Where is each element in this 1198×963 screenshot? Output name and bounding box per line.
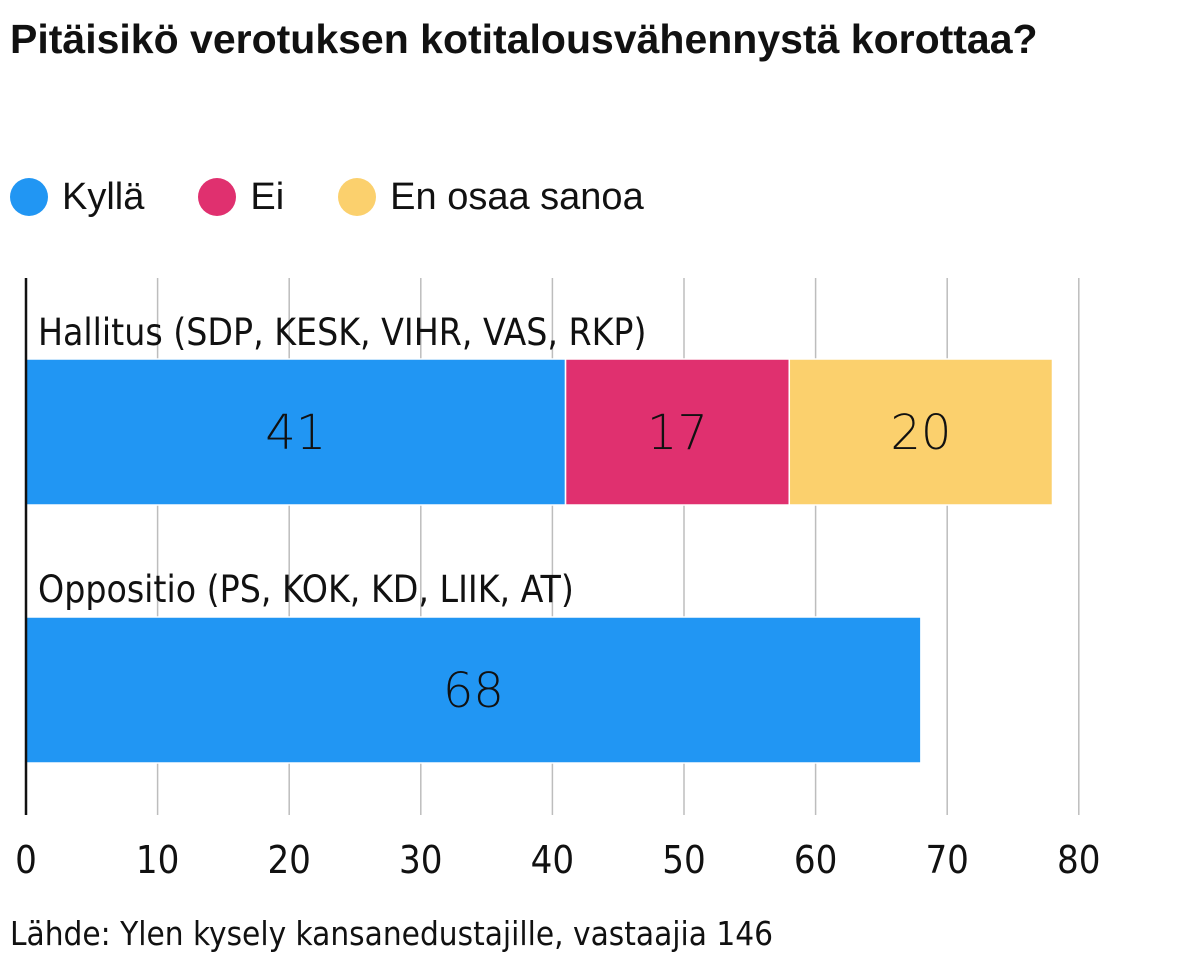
legend-swatch-kylla [10, 178, 48, 216]
x-tick-label-0: 0 [15, 838, 37, 882]
legend-item-ei: Ei [198, 172, 284, 222]
legend: Kyllä Ei En osaa sanoa [10, 172, 698, 222]
data-label-0-0: 41 [265, 405, 326, 461]
x-tick-label-60: 60 [794, 838, 838, 882]
x-tick-label-30: 30 [399, 838, 443, 882]
legend-swatch-en-osaa-sanoa [338, 178, 377, 216]
category-label-1: Oppositio (PS, KOK, KD, LIIK, AT) [38, 568, 574, 611]
x-tick-label-10: 10 [136, 838, 180, 882]
x-tick-label-20: 20 [267, 838, 311, 882]
legend-item-en-osaa-sanoa: En osaa sanoa [338, 172, 644, 222]
bar-en-osaa-sanoa-0 [788, 358, 1054, 506]
x-tick-label-40: 40 [531, 838, 575, 882]
bar-ei-0 [564, 358, 791, 506]
stacked-bar-chart: Hallitus (SDP, KESK, VIHR, VAS, RKP) Oppo… [15, 278, 1101, 882]
legend-item-kylla: Kyllä [10, 172, 144, 222]
category-label-0: Hallitus (SDP, KESK, VIHR, VAS, RKP) [38, 311, 647, 354]
legend-label-en-osaa-sanoa: En osaa sanoa [390, 176, 644, 218]
bar-kyll--1 [25, 616, 922, 764]
data-label-2-0: 20 [890, 405, 951, 461]
data-label-0-1: 68 [443, 663, 504, 719]
x-tick-label-70: 70 [925, 838, 969, 882]
chart-title: Pitäisikö verotuksen kotitalousvähennyst… [10, 16, 1038, 62]
legend-swatch-ei [198, 178, 237, 216]
data-label-1-0: 17 [647, 405, 708, 461]
legend-label-ei: Ei [250, 176, 285, 218]
legend-label-kylla: Kyllä [62, 176, 145, 218]
x-tick-label-80: 80 [1057, 838, 1101, 882]
x-tick-label-50: 50 [662, 838, 706, 882]
source-note: Lähde: Ylen kysely kansanedustajille, va… [10, 914, 774, 953]
